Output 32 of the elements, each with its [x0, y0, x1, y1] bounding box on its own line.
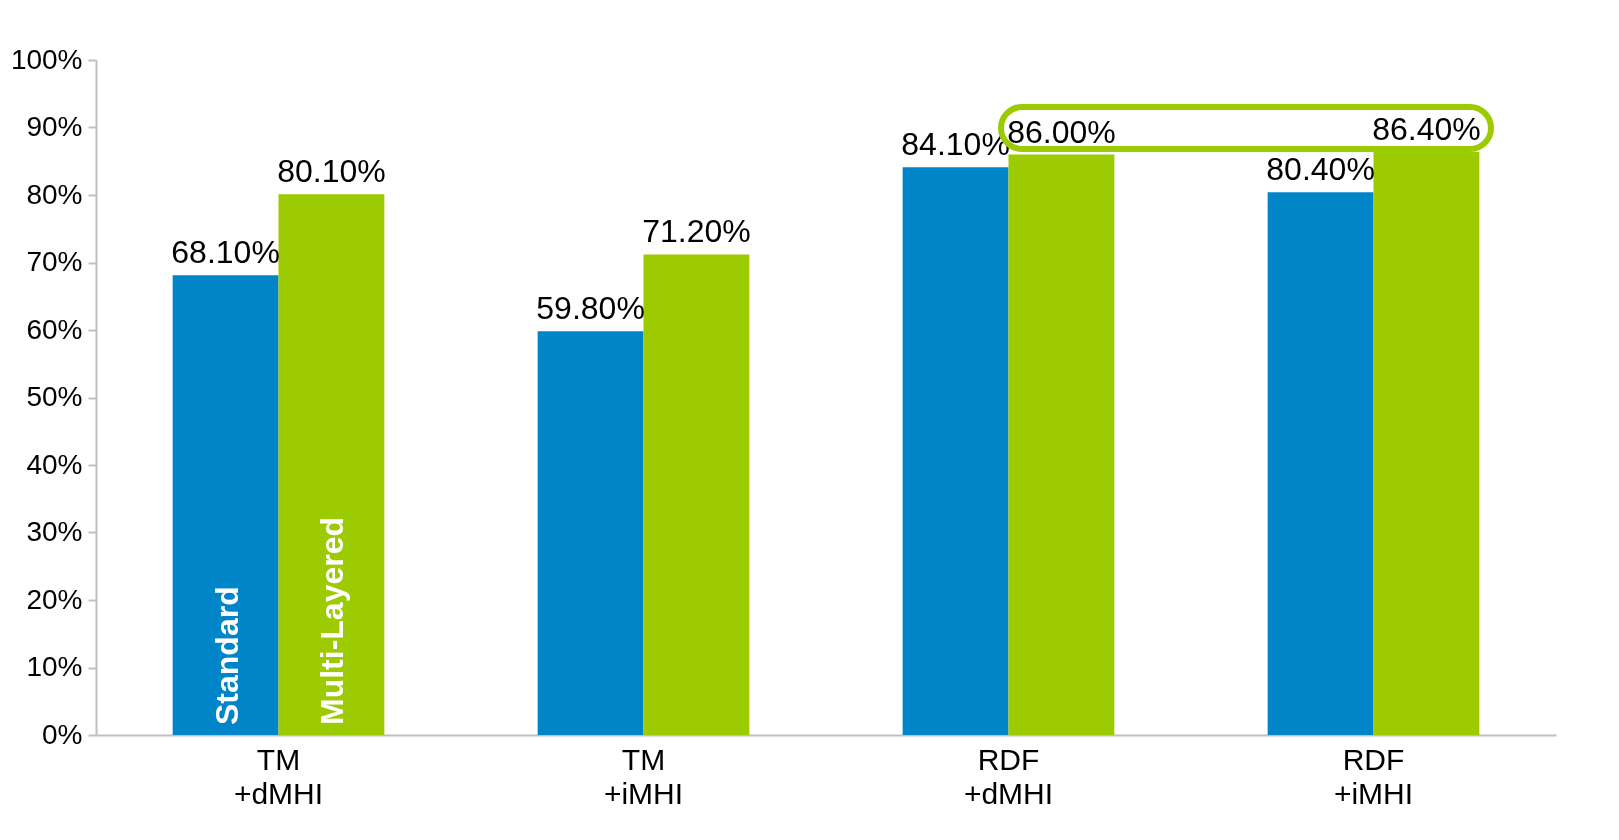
- data-label: 84.10%: [901, 126, 1010, 163]
- y-tick-label: 70%: [26, 246, 83, 277]
- data-label: 59.80%: [536, 290, 645, 327]
- y-tick-label: 10%: [26, 651, 83, 682]
- y-tick-label: 30%: [26, 516, 83, 547]
- y-tick-label: 40%: [26, 448, 83, 480]
- y-tick-label: 20%: [26, 583, 83, 615]
- bar: [172, 275, 279, 735]
- bar: [1008, 154, 1115, 735]
- series-label: Standard: [208, 586, 245, 725]
- bar: [643, 254, 750, 735]
- x-tick-label: TM +iMHI: [603, 742, 684, 810]
- data-label: 80.40%: [1266, 151, 1375, 188]
- y-tick-label: 90%: [26, 111, 83, 142]
- data-label: 80.10%: [277, 153, 386, 190]
- y-tick-label: 100%: [10, 43, 83, 75]
- y-tick-label: 80%: [26, 178, 83, 210]
- series-label: Multi-Layered: [314, 516, 351, 725]
- bar: [278, 194, 385, 735]
- data-label: 68.10%: [171, 234, 280, 271]
- bar: [537, 331, 644, 735]
- x-tick-label: RDF +dMHI: [963, 742, 1054, 810]
- data-label: 71.20%: [642, 213, 751, 250]
- bar: [902, 167, 1009, 735]
- x-tick-label: RDF +iMHI: [1333, 742, 1414, 810]
- data-label: 86.40%: [1372, 110, 1481, 147]
- y-tick-label: 60%: [26, 313, 83, 345]
- y-tick-label: 50%: [26, 381, 83, 412]
- x-tick-label: TM +dMHI: [233, 742, 324, 810]
- bar: [1267, 192, 1374, 735]
- y-tick-label: 0%: [42, 718, 83, 750]
- bar: [1373, 151, 1480, 735]
